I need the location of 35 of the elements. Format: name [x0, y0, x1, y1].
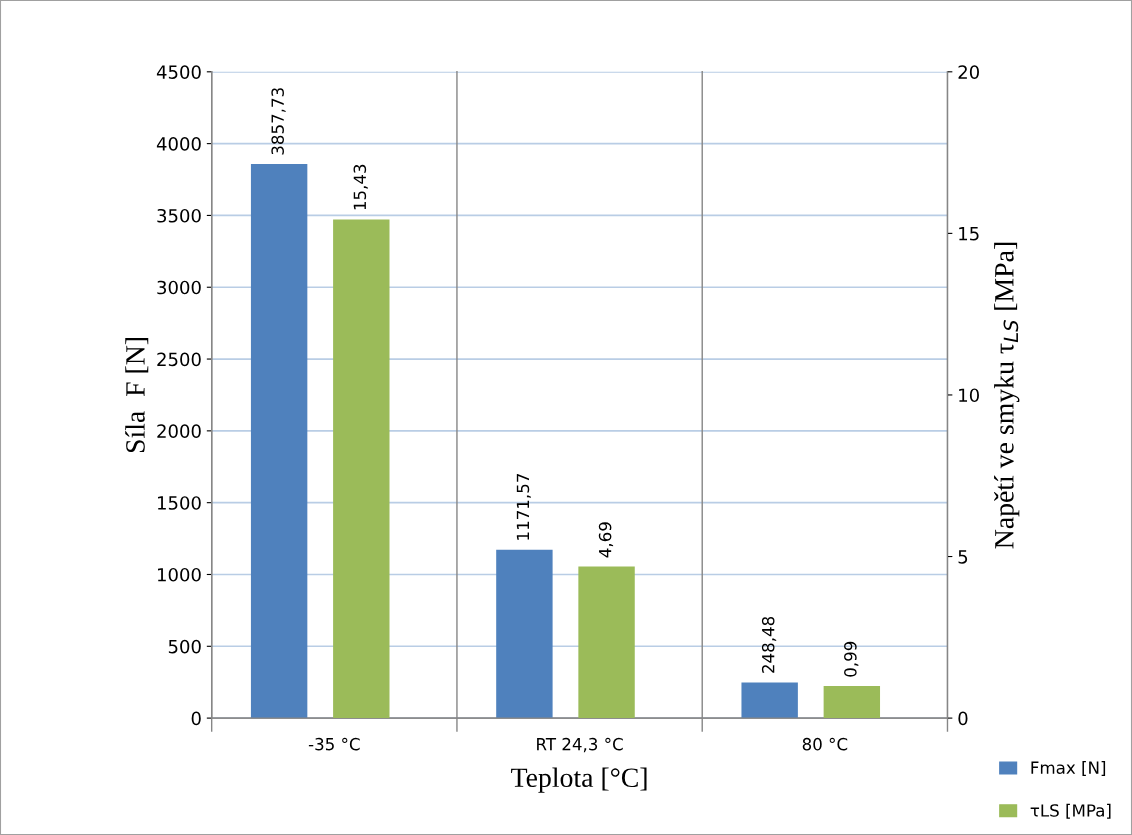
y2-tick-label: 20	[958, 65, 979, 79]
y-tick-label: 2500	[157, 352, 201, 367]
y-tick-label: 500	[168, 639, 201, 654]
data-label: 15,43	[353, 164, 368, 210]
bar	[578, 566, 635, 719]
legend-label: τLS [MPa]	[1030, 803, 1111, 819]
y-tick-label: 1500	[157, 496, 201, 510]
x-tick-label: RT 24,3 °C	[537, 737, 623, 753]
y-tick-label: 4000	[156, 137, 201, 151]
x-tick-label: 80 °C	[802, 737, 848, 751]
bar	[496, 549, 553, 719]
bar	[333, 219, 390, 719]
y-tick-label: 0	[191, 711, 201, 726]
y-tick-label: 1000	[157, 567, 201, 582]
x-tick-label: -35 °C	[308, 737, 360, 751]
y2-axis-title: Napětí ve smyku τ$_{LS}$ [MPa]	[994, 242, 1020, 549]
y2-tick-label: 10	[959, 388, 979, 403]
data-label: 3857,73	[271, 88, 286, 155]
data-label: 1171,57	[516, 474, 531, 540]
data-label: 0,99	[844, 641, 859, 677]
bar	[823, 686, 881, 719]
y2-tick-label: 5	[958, 550, 968, 564]
y-axis-title: Síla F [N]	[125, 337, 149, 453]
legend-label: Fmax [N]	[1031, 761, 1106, 776]
y-tick-label: 4500	[156, 65, 201, 79]
y-tick-label: 2000	[157, 424, 201, 438]
bar	[741, 682, 798, 719]
data-label: 4,69	[598, 522, 614, 558]
data-label: 248,48	[761, 616, 777, 673]
y2-tick-label: 0	[958, 711, 968, 726]
x-axis-title: Teplota [°C]	[511, 767, 647, 793]
bar	[250, 164, 308, 719]
y-tick-label: 3500	[157, 208, 201, 223]
y2-tick-label: 15	[959, 227, 979, 241]
y-tick-label: 3000	[157, 280, 201, 295]
